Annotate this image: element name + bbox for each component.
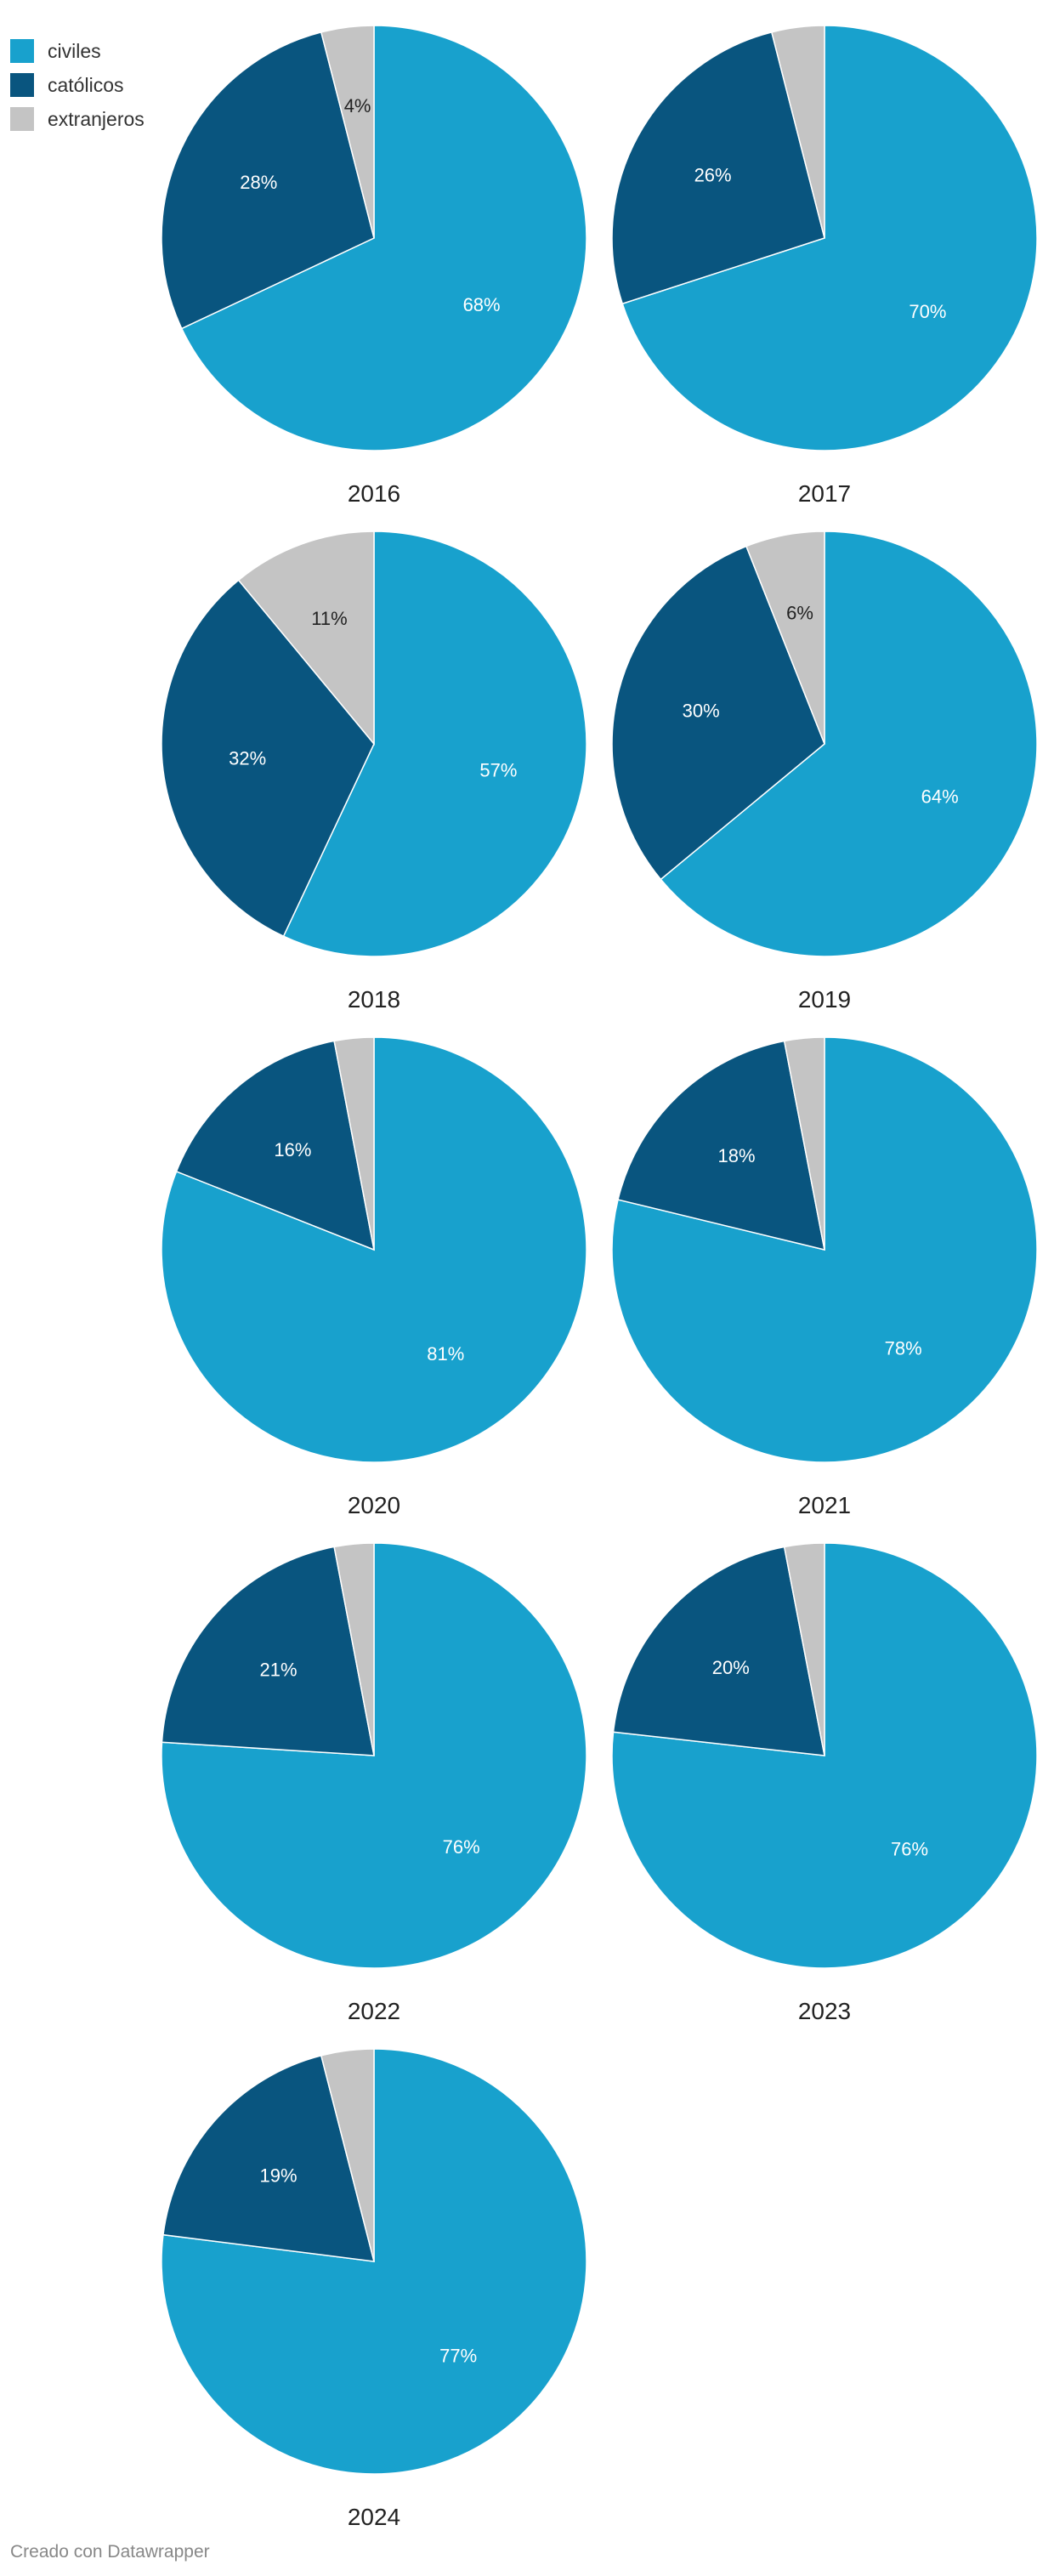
pie-slice-extranjeros (333, 1543, 375, 1756)
pie-chart-2023: 76% 20% 2023 (612, 1543, 1037, 2036)
data-label: 20% (712, 1657, 750, 1678)
pie-svg: 76% 20% (612, 1543, 1037, 1968)
pie-slice-católicos (162, 1546, 375, 1756)
data-label: 68% (463, 294, 501, 315)
pie-chart-2018: 57% 32% 11% 2018 (162, 531, 604, 1024)
year-label: 2016 (347, 480, 401, 507)
pie-slice-extranjeros (783, 1543, 825, 1756)
year-label: 2024 (347, 2504, 401, 2530)
legend-label: extranjeros (48, 107, 144, 130)
legend-swatch (10, 107, 34, 131)
legend-label: católicos (48, 73, 124, 96)
pie-slice-extranjeros (783, 1037, 825, 1251)
data-label: 78% (885, 1338, 922, 1359)
data-label: 70% (909, 301, 946, 322)
data-label: 18% (717, 1145, 755, 1166)
year-label: 2019 (797, 986, 852, 1013)
credit-text: Creado con Datawrapper (10, 2542, 210, 2562)
data-label: 26% (694, 165, 732, 186)
pie-slice-extranjeros (745, 531, 825, 745)
pie-slice-católicos (162, 579, 375, 938)
data-label: 64% (921, 786, 959, 808)
year-label: 2021 (797, 1492, 852, 1518)
pie-slice-civiles (621, 26, 1037, 451)
year-label: 2022 (347, 1998, 401, 2024)
year-label: 2017 (797, 480, 852, 507)
pie-svg: 76% 21% (162, 1543, 586, 1968)
pie-chart-2021: 78% 18% 2021 (612, 1037, 1037, 1530)
pie-chart-2024: 77% 19% 2024 (162, 2049, 604, 2542)
pie-slice-extranjeros (320, 2049, 375, 2262)
pie-slice-católicos (612, 1546, 825, 1756)
pie-slice-civiles (660, 531, 1037, 956)
data-label: 32% (229, 748, 266, 769)
data-label: 76% (443, 1836, 480, 1858)
pie-chart-2020: 81% 16% 2020 (162, 1037, 604, 1530)
pie-svg: 77% 19% (162, 2049, 586, 2474)
pie-svg: 57% 32% 11% (162, 531, 586, 956)
data-label: 28% (240, 172, 277, 193)
pie-slice-católicos (612, 545, 825, 881)
pie-slice-católicos (617, 1040, 825, 1251)
pie-svg: 68% 28% 4% (162, 26, 586, 451)
pie-svg: 64% 30% 6% (612, 531, 1037, 956)
pie-slice-católicos (162, 2054, 376, 2262)
pie-slice-católicos (612, 31, 825, 305)
legend: civiles católicos extranjeros (10, 34, 144, 136)
pie-slice-extranjeros (333, 1037, 375, 1251)
legend-item-civiles: civiles (10, 34, 144, 68)
year-label: 2018 (347, 986, 401, 1013)
data-label: 81% (427, 1343, 464, 1365)
legend-label: civiles (48, 39, 101, 62)
pie-svg: 70% 26% (612, 26, 1037, 451)
data-label: 16% (274, 1139, 311, 1160)
data-label: 11% (311, 608, 347, 629)
pie-slice-extranjeros (320, 26, 375, 239)
data-label: 57% (479, 760, 517, 781)
data-label: 30% (683, 701, 720, 722)
pie-chart-2022: 76% 21% 2022 (162, 1543, 604, 2036)
year-label: 2023 (797, 1998, 852, 2024)
pie-slice-extranjeros (770, 26, 825, 239)
data-label: 4% (344, 95, 371, 116)
legend-swatch (10, 39, 34, 63)
pie-slice-católicos (162, 31, 375, 330)
pie-svg: 78% 18% (612, 1037, 1037, 1462)
data-label: 6% (786, 603, 813, 624)
pie-chart-2016: 68% 28% 4% 2016 (162, 26, 604, 519)
year-label: 2020 (347, 1492, 401, 1518)
legend-item-extranjeros: extranjeros (10, 102, 144, 136)
data-label: 19% (259, 2165, 297, 2187)
legend-swatch (10, 73, 34, 97)
pie-chart-2017: 70% 26% 2017 (612, 26, 1037, 519)
pie-slice-civiles (180, 26, 586, 451)
pie-slice-extranjeros (237, 531, 375, 746)
pie-svg: 81% 16% (162, 1037, 586, 1462)
data-label: 77% (439, 2345, 477, 2366)
pie-slice-civiles (282, 531, 586, 956)
pie-chart-2019: 64% 30% 6% 2019 (612, 531, 1037, 1024)
data-label: 21% (259, 1660, 297, 1681)
legend-item-catolicos: católicos (10, 68, 144, 102)
data-label: 76% (891, 1839, 928, 1860)
pie-slice-católicos (175, 1040, 375, 1251)
